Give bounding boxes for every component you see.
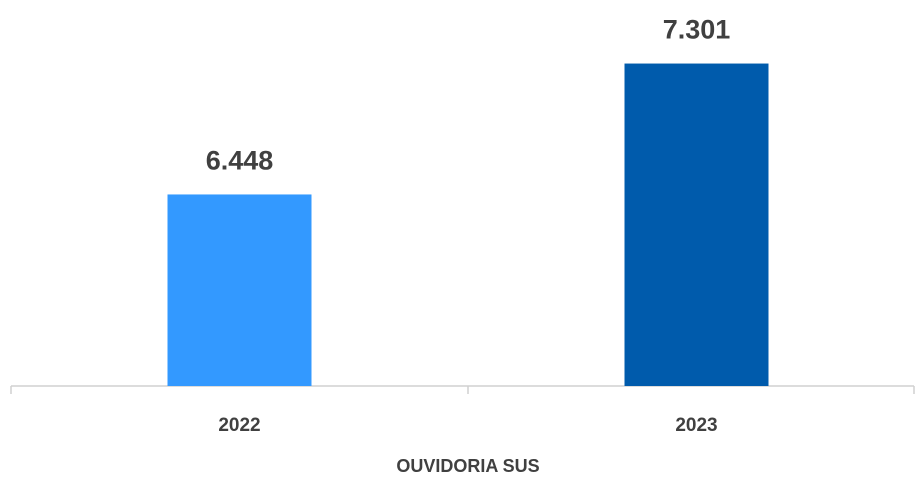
value-label: 7.301 xyxy=(663,15,731,45)
bar xyxy=(624,63,769,386)
x-tick-label: 2023 xyxy=(675,415,717,436)
x-tick-label: 2022 xyxy=(218,415,260,436)
x-axis-label: OUVIDORIA SUS xyxy=(396,456,539,476)
value-label: 6.448 xyxy=(206,146,274,176)
bar xyxy=(167,194,312,386)
